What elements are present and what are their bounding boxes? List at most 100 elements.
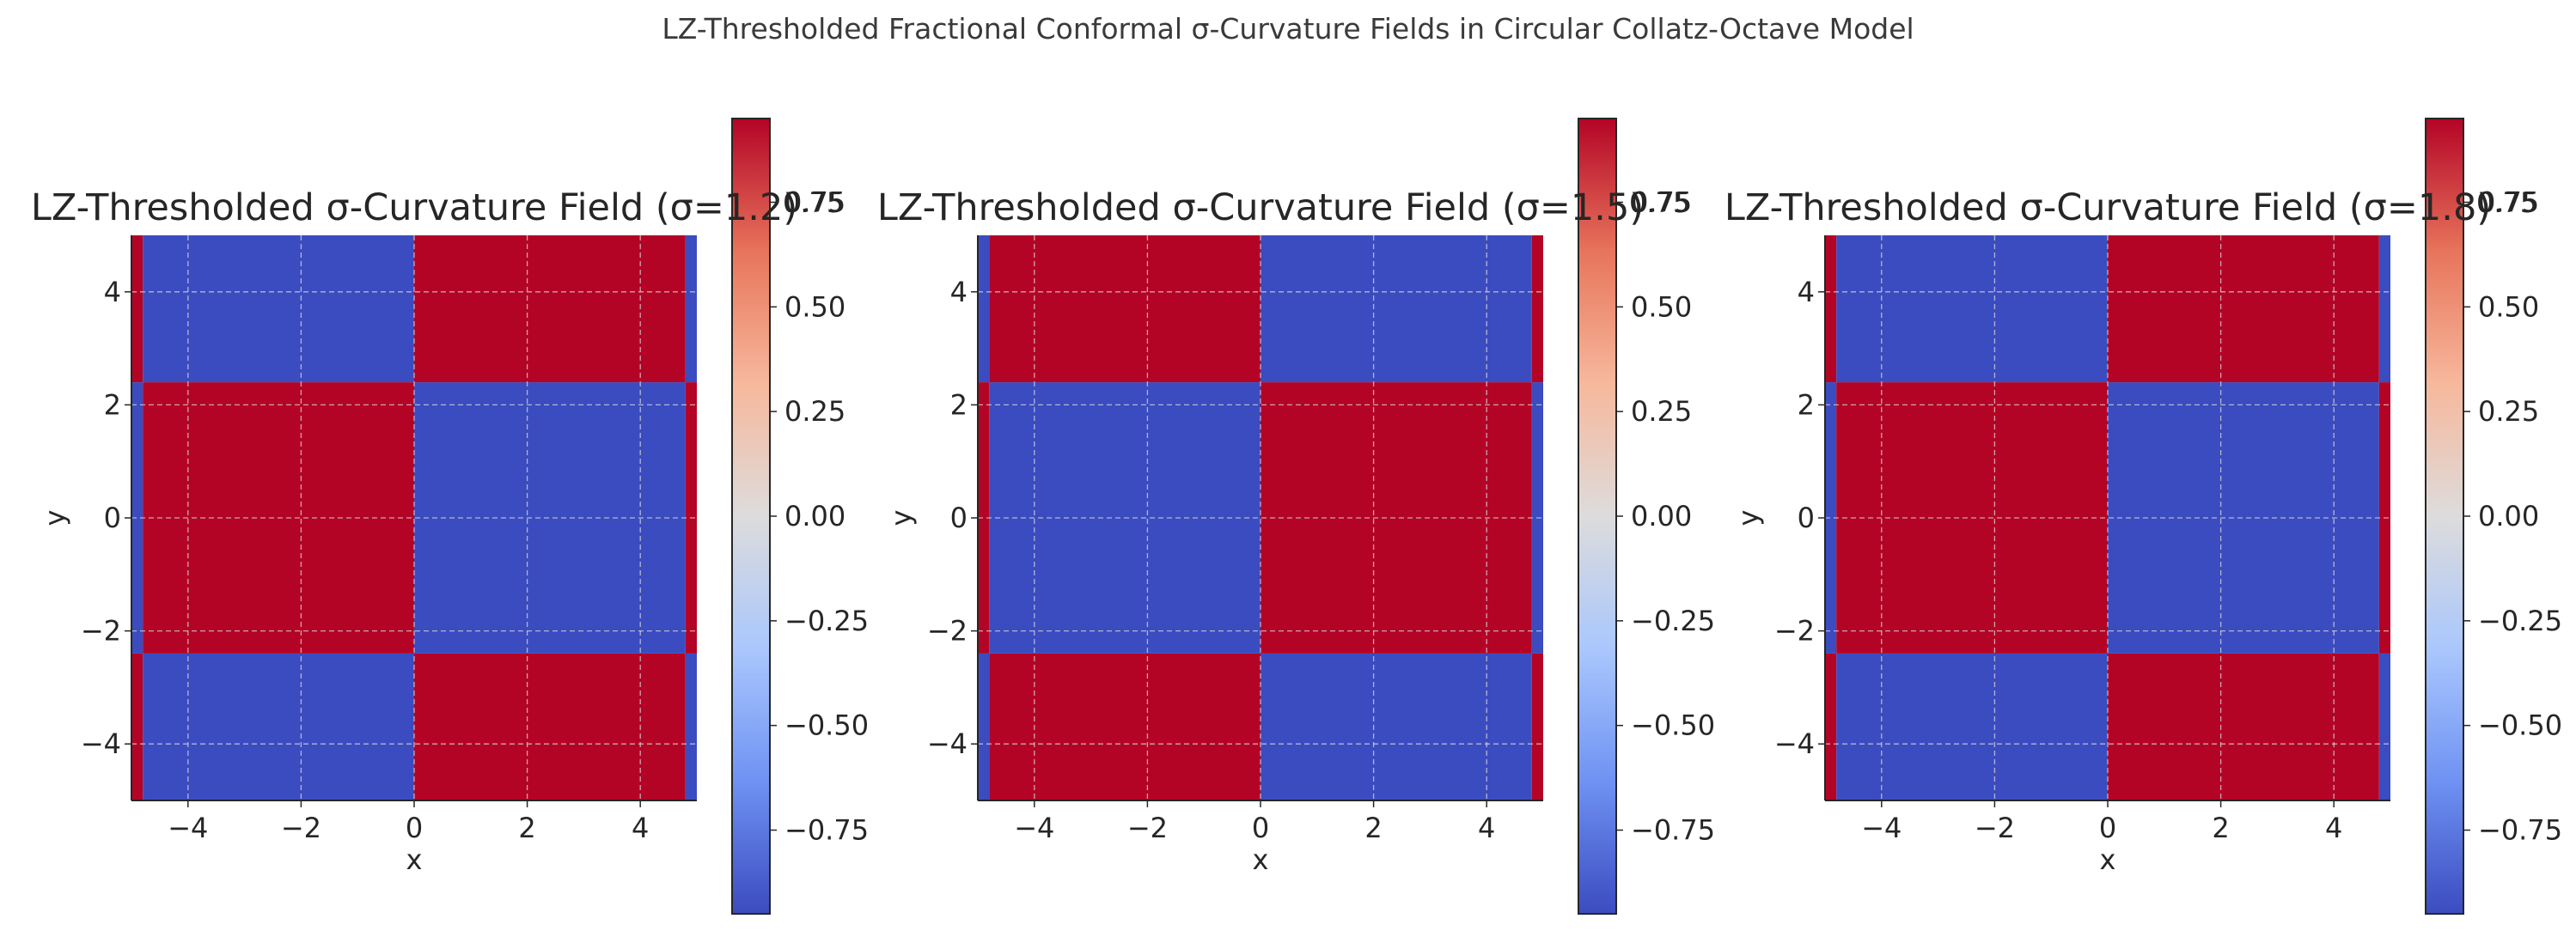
colorbar-tick-label: 0.50 (784, 290, 845, 323)
heatmap-panel-3: −4 −2 0 2 4 −4 −2 0 2 4 x y −0.75 −0.50 −0.25 0.00 0.25 0… (1724, 118, 2562, 915)
y-axis-label: y (1732, 510, 1765, 526)
y-axis-label: y (885, 510, 918, 526)
colorbar-tick-label: 0.75 (2478, 186, 2539, 218)
colorbar-tick-label: −0.75 (784, 814, 869, 847)
heatmap-cell (685, 653, 697, 800)
heatmap-cell (131, 235, 143, 383)
y-axis-label: y (39, 510, 71, 526)
heatmap-cell (1825, 235, 1837, 383)
heatmap-cell (685, 235, 697, 383)
colorbar-tick-label: −0.25 (2478, 605, 2562, 637)
heatmap-cell (1261, 382, 1532, 654)
colorbar-tick-label: −0.75 (2478, 814, 2562, 847)
heatmap-cell (143, 235, 414, 383)
colorbar-tick-label: 0.00 (2478, 500, 2539, 532)
colorbar (1578, 119, 1616, 914)
colorbar-tick-label: −0.50 (784, 709, 869, 742)
heatmap-cell (2378, 235, 2390, 383)
y-tick-label: −2 (927, 615, 968, 648)
colorbar-tick-label: 0.25 (1631, 395, 1692, 428)
x-tick-label: 4 (632, 812, 649, 844)
x-tick-label: −2 (1975, 812, 2015, 844)
heatmap-cell (2108, 653, 2379, 800)
y-tick-label: −4 (1774, 727, 1815, 760)
heatmap-panel-2: −4 −2 0 2 4 −4 −2 0 2 4 x y −0.75 −0.50 −0.25 0.00 0.25 0… (877, 118, 1715, 915)
y-tick-label: 0 (950, 502, 968, 534)
heatmap-panel-1: −4 −2 0 2 4 −4 −2 0 2 4 x y −0.75 −0.50 −0.25 0.00 0.25 0… (31, 118, 869, 915)
x-tick-label: 0 (2099, 812, 2116, 844)
heatmap-cell (1825, 653, 1837, 800)
colorbar-tick-label: −0.25 (1631, 605, 1715, 637)
heatmap-cell (131, 382, 143, 654)
y-tick-label: −2 (1774, 615, 1815, 648)
heatmap-cell (414, 235, 686, 383)
heatmap-cell (2378, 653, 2390, 800)
y-tick-label: 2 (104, 388, 121, 421)
heatmap-cell (143, 653, 414, 800)
y-tick-label: −4 (927, 727, 968, 760)
x-tick-label: −4 (1014, 812, 1054, 844)
heatmap-cell (2108, 382, 2379, 654)
y-tick-label: 0 (1798, 502, 1815, 534)
colorbar-tick-label: −0.50 (2478, 709, 2562, 742)
x-tick-label: −2 (1127, 812, 1168, 844)
y-tick-label: −4 (81, 727, 121, 760)
y-tick-label: 4 (950, 276, 968, 308)
x-axis-label: x (2100, 843, 2116, 876)
heatmap-cell (131, 653, 143, 800)
heatmap-cell (989, 653, 1261, 800)
colorbar-tick-label: 0.50 (2478, 290, 2539, 323)
heatmap-cell (1836, 235, 2108, 383)
x-tick-label: 2 (518, 812, 535, 844)
colorbar-tick-label: 0.75 (1631, 186, 1692, 218)
y-tick-label: 4 (1798, 276, 1815, 308)
x-tick-label: 0 (406, 812, 423, 844)
panel-title: LZ-Thresholded σ-Curvature Field (σ=1.8) (1724, 186, 2491, 229)
heatmap-cell (1531, 653, 1543, 800)
colorbar-tick-label: 0.75 (784, 186, 845, 218)
x-axis-label: x (1253, 843, 1269, 876)
colorbar (2426, 119, 2463, 914)
heatmap-cell (978, 653, 990, 800)
x-tick-label: −4 (1861, 812, 1901, 844)
y-tick-label: 4 (104, 276, 121, 308)
x-tick-label: 4 (1478, 812, 1495, 844)
y-tick-label: 2 (1798, 388, 1815, 421)
colorbar-overlap-label: 0.75 (1629, 186, 1690, 219)
y-tick-label: −2 (81, 615, 121, 648)
x-tick-label: −4 (168, 812, 208, 844)
heatmap-cell (2108, 235, 2379, 383)
heatmap-cell (978, 382, 990, 654)
colorbar-tick-label: −0.50 (1631, 709, 1715, 742)
colorbar (732, 119, 770, 914)
heatmap-cell (989, 235, 1261, 383)
y-tick-label: 2 (950, 388, 968, 421)
heatmap-cell (414, 653, 686, 800)
heatmap-cell (1261, 235, 1532, 383)
heatmap-cell (1261, 653, 1532, 800)
heatmap-cell (414, 382, 686, 654)
x-tick-label: 2 (1364, 812, 1382, 844)
colorbar-tick-label: 0.25 (2478, 395, 2539, 428)
heatmap-cell (1836, 653, 2108, 800)
colorbar-tick-label: 0.25 (784, 395, 845, 428)
colorbar-tick-label: −0.75 (1631, 814, 1715, 847)
colorbar-tick-label: −0.25 (784, 605, 869, 637)
panel-title: LZ-Thresholded σ-Curvature Field (σ=1.2) (31, 186, 797, 229)
colorbar-tick-label: 0.00 (1631, 500, 1692, 532)
figure-suptitle: LZ-Thresholded Fractional Conformal σ-Cu… (662, 12, 1914, 46)
y-tick-label: 0 (104, 502, 121, 534)
colorbar-tick-label: 0.50 (1631, 290, 1692, 323)
heatmap-cell (1825, 382, 1837, 654)
x-axis-label: x (406, 843, 423, 876)
colorbar-overlap-label: 0.75 (2476, 186, 2537, 219)
x-tick-label: 0 (1252, 812, 1269, 844)
heatmap-cell (1531, 235, 1543, 383)
panel-title: LZ-Thresholded σ-Curvature Field (σ=1.5) (877, 186, 1644, 229)
colorbar-tick-label: 0.00 (784, 500, 845, 532)
x-tick-label: −2 (281, 812, 321, 844)
heatmap-cell (978, 235, 990, 383)
colorbar-overlap-label: 0.75 (783, 186, 844, 219)
x-tick-label: 2 (2212, 812, 2229, 844)
